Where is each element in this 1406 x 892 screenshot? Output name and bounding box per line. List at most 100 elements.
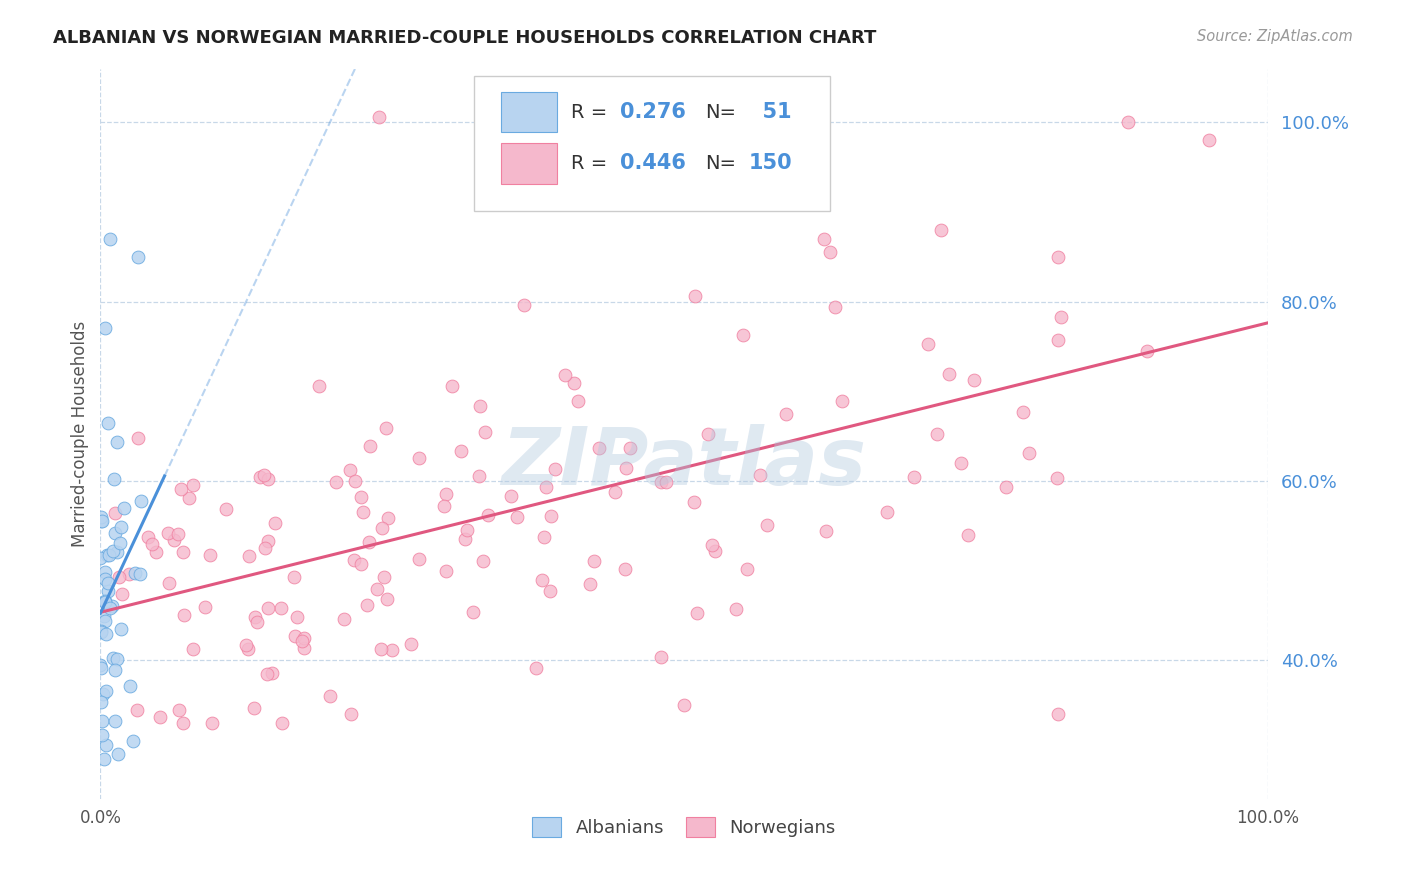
Point xyxy=(371,521,394,535)
Point xyxy=(245,615,267,629)
Text: N=: N= xyxy=(704,154,735,173)
Point xyxy=(107,747,129,761)
Point xyxy=(534,480,557,494)
Point xyxy=(291,633,314,648)
Point xyxy=(1116,115,1139,129)
Point xyxy=(105,651,128,665)
Point xyxy=(1012,405,1035,419)
Point xyxy=(343,553,366,567)
Point xyxy=(111,587,134,601)
Point xyxy=(1046,333,1069,347)
Point xyxy=(938,368,960,382)
Point xyxy=(995,479,1018,493)
Point xyxy=(271,715,294,730)
Point xyxy=(813,232,835,246)
Point xyxy=(524,661,547,675)
Point xyxy=(129,566,152,581)
Point xyxy=(118,679,141,693)
Point xyxy=(538,583,561,598)
Text: 150: 150 xyxy=(748,153,792,173)
Point xyxy=(470,399,492,413)
Point xyxy=(172,715,194,730)
Point xyxy=(686,607,709,621)
FancyBboxPatch shape xyxy=(501,92,557,132)
Point xyxy=(122,733,145,747)
Point xyxy=(236,642,259,657)
Point xyxy=(285,609,308,624)
Point xyxy=(567,393,589,408)
Point xyxy=(1046,471,1069,485)
Point xyxy=(408,552,430,566)
Point xyxy=(167,703,190,717)
Point xyxy=(108,536,131,550)
Point xyxy=(105,435,128,450)
Point xyxy=(1046,706,1069,721)
Point xyxy=(531,573,554,587)
Point xyxy=(456,524,478,538)
Point xyxy=(89,551,111,566)
Point xyxy=(200,715,222,730)
Point xyxy=(540,509,562,524)
Point xyxy=(98,601,121,615)
Point xyxy=(105,545,128,559)
Point xyxy=(172,545,194,559)
Point xyxy=(352,506,374,520)
Point xyxy=(100,599,122,613)
Point xyxy=(432,499,454,513)
Point xyxy=(90,514,112,528)
Point xyxy=(650,649,672,664)
Point xyxy=(110,622,132,636)
Text: ALBANIAN VS NORWEGIAN MARRIED-COUPLE HOUSEHOLDS CORRELATION CHART: ALBANIAN VS NORWEGIAN MARRIED-COUPLE HOU… xyxy=(53,29,877,47)
Point xyxy=(141,537,163,551)
Point xyxy=(344,474,367,488)
Point xyxy=(96,626,118,640)
Point xyxy=(93,595,115,609)
Point xyxy=(461,605,484,619)
Point xyxy=(294,641,316,656)
Point xyxy=(89,658,111,673)
Point xyxy=(579,576,602,591)
Point xyxy=(614,460,637,475)
Point xyxy=(93,751,115,765)
Point xyxy=(603,485,626,500)
Point xyxy=(94,572,117,586)
Point xyxy=(929,223,952,237)
Point xyxy=(90,509,112,524)
Text: R =: R = xyxy=(571,154,613,173)
Point xyxy=(257,472,280,486)
Point xyxy=(127,703,149,717)
Point xyxy=(356,599,378,613)
Point xyxy=(685,288,707,302)
Point xyxy=(94,684,117,698)
Point xyxy=(375,421,398,435)
Point xyxy=(157,576,180,591)
Point xyxy=(284,629,307,643)
Text: ZIPatlas: ZIPatlas xyxy=(502,424,866,502)
Text: N=: N= xyxy=(704,103,735,122)
Point xyxy=(103,651,125,665)
Point xyxy=(264,516,287,530)
Point xyxy=(124,566,146,581)
Point xyxy=(533,530,555,544)
Point xyxy=(91,514,114,528)
Point xyxy=(90,714,112,728)
Point xyxy=(731,327,754,342)
Point xyxy=(215,502,238,516)
Point xyxy=(94,565,117,579)
Point xyxy=(145,545,167,559)
Point xyxy=(619,441,641,455)
Point xyxy=(831,394,853,409)
Point xyxy=(748,468,770,483)
Point xyxy=(399,637,422,651)
Point xyxy=(177,491,200,505)
Point xyxy=(129,494,152,508)
Point xyxy=(253,468,276,483)
Point xyxy=(366,582,388,596)
Point xyxy=(956,528,979,542)
Point xyxy=(554,368,576,383)
Text: Source: ZipAtlas.com: Source: ZipAtlas.com xyxy=(1197,29,1353,45)
Point xyxy=(194,600,217,615)
Point xyxy=(127,250,149,264)
Point xyxy=(257,534,280,549)
Point xyxy=(377,511,399,525)
